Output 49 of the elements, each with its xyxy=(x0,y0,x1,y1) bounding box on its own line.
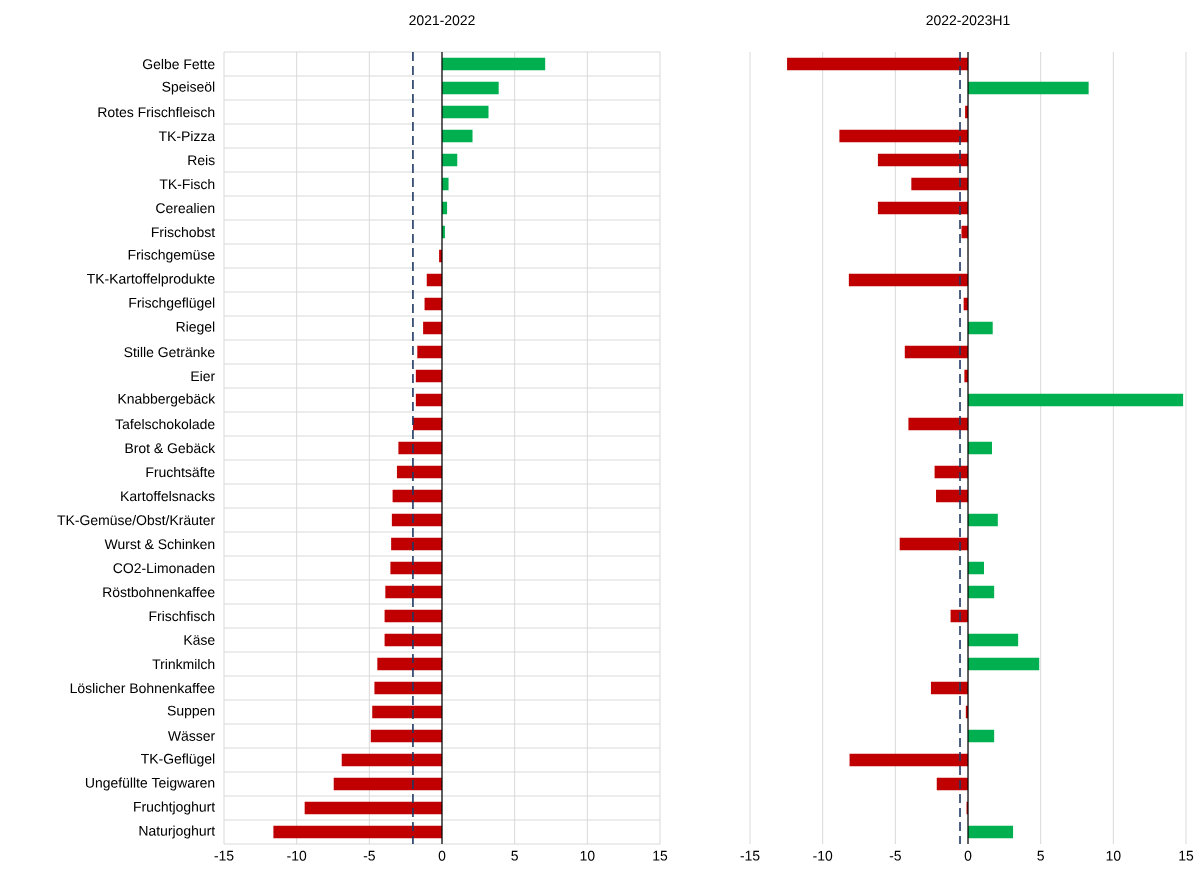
y-tick-label: Tafelschokolade xyxy=(115,418,215,430)
x-tick-label: 15 xyxy=(1179,850,1194,861)
x-tick-label: -5 xyxy=(889,850,901,861)
y-tick-label: Käse xyxy=(184,635,215,645)
y-tick-label: TK-Pizza xyxy=(158,130,216,142)
y-tick-label: Röstbohnenkaffee xyxy=(103,586,215,598)
y-tick-label: Löslicher Bohnenkaffee xyxy=(70,682,215,694)
y-tick-label: Brot & Gebäck xyxy=(125,442,216,454)
x-tick-label: 0 xyxy=(438,850,446,861)
y-tick-label: Ungefüllte Teigwaren xyxy=(85,777,215,791)
y-tick-label: Frischfisch xyxy=(149,610,215,622)
x-tick-label: -15 xyxy=(740,850,760,861)
y-tick-label: Wässer xyxy=(167,731,215,741)
y-tick-label: TK-Geflügel xyxy=(141,753,215,767)
chart-title: 2022-2023H1 xyxy=(926,15,1010,26)
y-tick-label: Rotes Frischfleisch xyxy=(98,106,215,118)
y-tick-label: Kartoffelsnacks xyxy=(121,490,215,502)
x-tick-label: 5 xyxy=(511,850,518,861)
y-tick-label: Speiseöl xyxy=(162,81,215,95)
y-tick-label: Eier xyxy=(191,370,215,382)
x-tick-label: 0 xyxy=(964,850,972,861)
y-tick-label: Frischgemüse xyxy=(128,249,215,263)
y-tick-label: TK-Fisch xyxy=(159,178,215,190)
y-tick-label: CO2-Limonaden xyxy=(113,562,215,574)
x-tick-label: -5 xyxy=(363,850,375,861)
chart-title: 2021-2022 xyxy=(409,15,475,26)
x-tick-label: 10 xyxy=(580,850,595,861)
y-tick-label: Naturjoghurt xyxy=(139,825,216,839)
y-tick-label: Frischobst xyxy=(151,226,216,238)
x-tick-label: -15 xyxy=(214,850,234,861)
y-tick-label: TK-Kartoffelprodukte xyxy=(87,273,215,287)
x-tick-label: 5 xyxy=(1037,850,1044,861)
y-tick-label: Suppen xyxy=(167,705,215,719)
y-tick-label: Stille Getränke xyxy=(124,346,215,358)
y-tick-label: Fruchtjoghurt xyxy=(134,801,216,815)
y-tick-label: Frischgeflügel xyxy=(129,297,215,311)
y-tick-label: TK-Gemüse/Obst/Kräuter xyxy=(57,514,215,526)
y-tick-label: Cerealien xyxy=(156,202,215,214)
x-tick-label: 15 xyxy=(653,850,668,861)
y-tick-label: Gelbe Fette xyxy=(142,58,215,70)
x-tick-label: -10 xyxy=(813,850,833,861)
y-tick-label: Fruchtsäfte xyxy=(146,466,215,478)
y-tick-label: Knabbergebäck xyxy=(118,393,216,407)
y-tick-label: Trinkmilch xyxy=(152,658,215,670)
y-tick-label: Riegel xyxy=(176,321,215,335)
y-tick-label: Reis xyxy=(188,154,215,166)
y-tick-label: Wurst & Schinken xyxy=(104,538,215,550)
x-tick-label: 10 xyxy=(1106,850,1121,861)
x-tick-label: -10 xyxy=(287,850,307,861)
